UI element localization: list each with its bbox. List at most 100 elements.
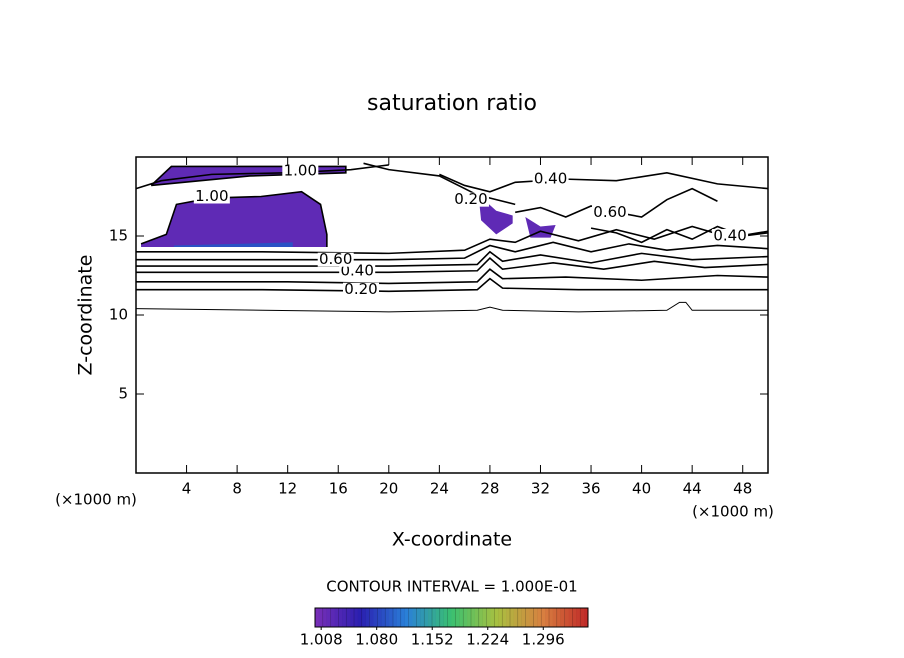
- colorbar-label: 1.080: [355, 631, 398, 649]
- colorbar-cell: [533, 607, 538, 628]
- colorbar-label: 1.008: [300, 631, 343, 649]
- colorbar-cell: [459, 608, 464, 627]
- contour-label-bg: [532, 172, 569, 187]
- colorbar-cell: [498, 608, 503, 627]
- x-tick-label: 36: [581, 480, 600, 498]
- colorbar-cell: [509, 607, 515, 628]
- colorbar-cell: [545, 608, 550, 627]
- colorbar-cell: [357, 608, 363, 627]
- colorbar-cell: [525, 607, 531, 628]
- contour-line: [439, 171, 769, 193]
- x-tick-label: 8: [232, 480, 242, 498]
- contour-label: 0.40: [713, 227, 746, 245]
- contour-line: [140, 190, 328, 248]
- colorbar-cell: [408, 607, 414, 628]
- colorbar-cell: [501, 607, 507, 628]
- y-axis-label: Z-coordinate: [75, 255, 97, 376]
- colorbar-cell: [584, 608, 589, 627]
- colorbar-cell: [576, 608, 581, 627]
- colorbar-cell: [412, 608, 417, 627]
- colorbar-cell: [572, 607, 577, 628]
- colorbar-cell: [443, 608, 448, 627]
- colorbar-cell: [439, 607, 445, 628]
- contour-label-bg: [193, 189, 230, 204]
- contour-label: 1.00: [284, 162, 317, 180]
- filled-region: [141, 191, 327, 248]
- colorbar-cell: [428, 608, 433, 627]
- colorbar-cell: [455, 607, 460, 628]
- colorbar-cell: [529, 608, 534, 627]
- colorbar-label: 1.224: [466, 631, 509, 649]
- x-tick-label: 32: [531, 480, 550, 498]
- colorbar-cell: [467, 608, 472, 627]
- contour-line: [136, 268, 769, 285]
- x-tick-label: 16: [329, 480, 348, 498]
- chart-title: saturation ratio: [367, 91, 537, 116]
- colorbar-cell: [318, 608, 324, 627]
- colorbar-cell: [470, 607, 476, 628]
- contour-line: [136, 277, 768, 293]
- colorbar-cell: [540, 607, 546, 628]
- x-tick-label: 28: [480, 480, 499, 498]
- colorbar-cell: [326, 608, 331, 627]
- filled-region: [173, 242, 293, 248]
- colorbar-cell: [560, 608, 565, 627]
- colorbar-cell: [517, 607, 523, 628]
- colorbar-cell: [564, 607, 570, 628]
- colorbar-cell: [556, 607, 562, 628]
- colorbar-cell: [322, 607, 328, 628]
- colorbar-cell: [330, 607, 336, 628]
- colorbar-cell: [377, 607, 382, 628]
- colorbar-cell: [373, 608, 378, 627]
- colorbar-cell: [389, 608, 394, 627]
- colorbar-cell: [369, 607, 375, 628]
- x-tick-label: 44: [683, 480, 702, 498]
- colorbar-label: 1.296: [522, 631, 565, 649]
- contour-interval: CONTOUR INTERVAL = 1.000E-01: [326, 578, 577, 596]
- colorbar-cell: [400, 607, 406, 628]
- contour-line: [136, 225, 769, 255]
- colorbar-cell: [447, 607, 453, 628]
- contour-label-bg: [282, 164, 319, 179]
- contour-label-bg: [592, 205, 628, 220]
- contour-label: 0.20: [454, 190, 487, 208]
- colorbar-cell: [579, 607, 585, 628]
- x-tick-label: 48: [733, 480, 752, 498]
- colorbar-cell: [552, 608, 558, 627]
- colorbar-cell: [478, 607, 484, 628]
- contour-label-bg: [342, 282, 379, 297]
- colorbar-frame: [314, 607, 589, 628]
- y-tick-label: 5: [118, 385, 128, 403]
- contour-label-bg: [317, 252, 354, 267]
- colorbar-cell: [334, 608, 339, 627]
- colorbar-cell: [462, 607, 468, 628]
- colorbar-cell: [353, 607, 359, 628]
- colorbar-cell: [494, 607, 499, 628]
- x-tick-label: 20: [379, 480, 398, 498]
- colorbar-label: 1.152: [411, 631, 454, 649]
- contour-line: [135, 164, 389, 190]
- contour-line: [363, 162, 516, 206]
- colorbar-cell: [513, 608, 519, 627]
- y-tick-label: 10: [109, 306, 128, 324]
- colorbar-cell: [416, 607, 421, 628]
- y-unit: (×1000 m): [55, 491, 137, 509]
- x-tick-label: 24: [430, 480, 449, 498]
- colorbar-cell: [521, 608, 526, 627]
- colorbar-cell: [365, 608, 370, 627]
- contour-label: 0.40: [534, 170, 567, 188]
- x-axis-label: X-coordinate: [392, 529, 512, 551]
- x-tick-label: 4: [182, 480, 192, 498]
- contour-label: 1.00: [195, 187, 228, 205]
- contour-label-bg: [339, 263, 376, 278]
- y-tick-label: 15: [109, 227, 128, 245]
- contour-label: 0.60: [319, 250, 352, 268]
- colorbar-cell: [451, 608, 456, 627]
- colorbar-cell: [404, 608, 409, 627]
- colorbar-cell: [537, 608, 542, 627]
- colorbar-cell: [420, 608, 425, 627]
- colorbar-cell: [486, 607, 492, 628]
- colorbar-cell: [506, 608, 511, 627]
- colorbar-cell: [431, 607, 437, 628]
- contour-label-bg: [452, 192, 489, 207]
